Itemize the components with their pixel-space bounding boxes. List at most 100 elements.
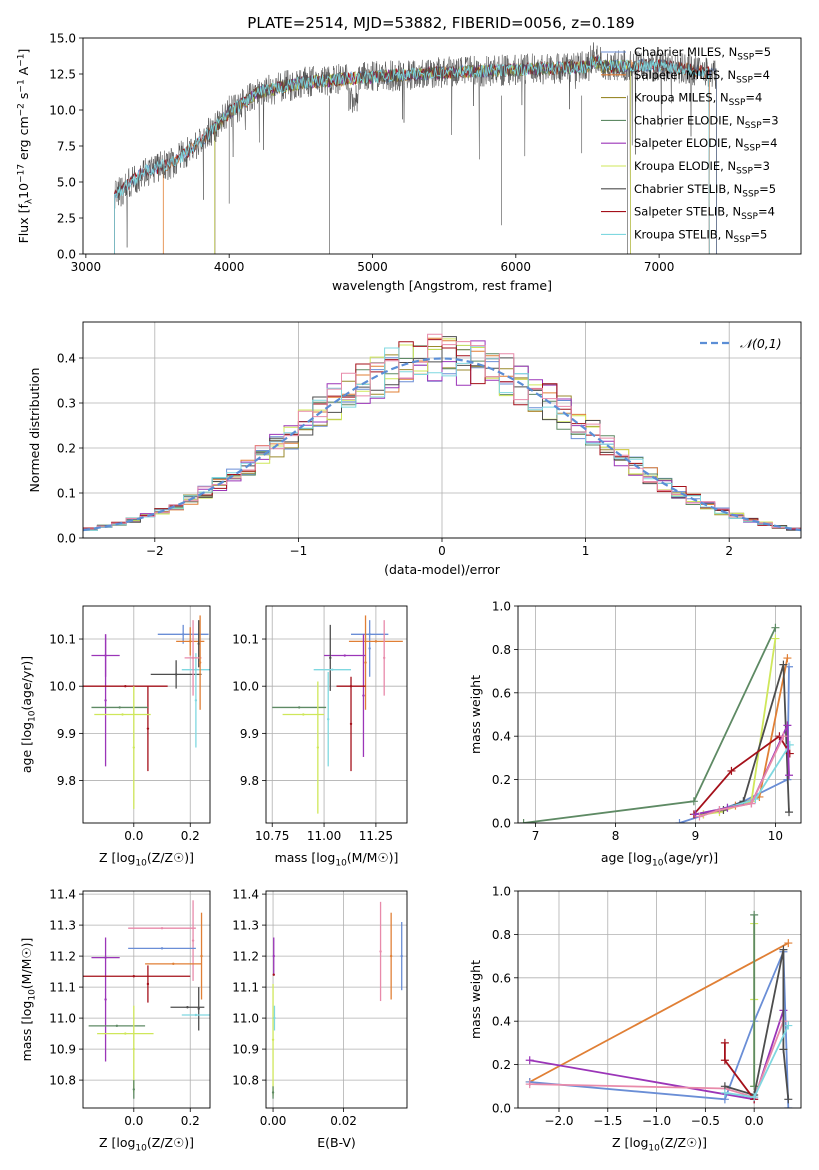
label-part: =4 (758, 205, 775, 219)
label-part: (M/M☉)] (19, 938, 34, 990)
data-point (132, 1088, 135, 1091)
label-part: (age/yr)] (663, 850, 718, 865)
label-part: log (633, 850, 652, 865)
data-marker (720, 1056, 729, 1065)
label-part: (M/M☉)] (347, 850, 399, 865)
label-part: (Z/Z☉)] (147, 1135, 194, 1150)
y-axis-label: age [log10(age/yr)] (19, 656, 38, 773)
data-marker (785, 749, 794, 758)
legend-entry: Salpeter STELIB, NSSP=4 (634, 205, 775, 223)
histogram-dark (83, 336, 801, 531)
label-part: age [ (601, 850, 633, 865)
y-tick-label: 11.3 (49, 919, 76, 933)
data-marker (715, 805, 724, 814)
plot-area (272, 615, 403, 814)
label-part: Chabrier STELIB, (634, 182, 734, 196)
data-point (200, 954, 203, 958)
label-part: Z [ (612, 1135, 629, 1150)
label-part: =5 (750, 227, 767, 241)
data-point (364, 661, 367, 664)
legend-entry: Chabrier STELIB, NSSP=5 (634, 182, 776, 200)
label-part: mass [ (19, 1020, 34, 1062)
x-tick-label: 0.0 (124, 829, 143, 843)
x-tick-label: 2 (725, 544, 733, 558)
label-part: Chabrier ELODIE, (634, 113, 736, 127)
data-marker (689, 797, 698, 806)
data-point (115, 1024, 119, 1028)
panel-mass_vs_Z: 0.0 0.210.810.911.011.111.211.311.4Z [log… (19, 888, 211, 1154)
label-part: mass weight (468, 675, 483, 754)
x-tick-label: −1 (290, 544, 308, 558)
label-part: 10 (648, 1144, 660, 1154)
label-part: =4 (753, 68, 770, 82)
label-part: 10 (16, 183, 31, 199)
legend-entry: Salpeter ELODIE, NSSP=4 (634, 136, 777, 154)
data-marker (784, 939, 793, 948)
y-tick-label: 7.5 (57, 140, 76, 154)
series-line-pink (699, 735, 785, 818)
x-tick-label: 0 (438, 544, 446, 558)
x-tick-label: −2.0 (544, 1114, 573, 1128)
y-tick-label: 2.5 (57, 212, 76, 226)
label-part: f (16, 204, 31, 209)
x-tick-label: 0.2 (181, 829, 200, 843)
label-part: N (732, 205, 741, 219)
x-axis-label: wavelength [Angstrom, rest frame] (332, 278, 552, 293)
data-marker (695, 812, 704, 821)
y-tick-label: 0.2 (57, 442, 76, 456)
x-tick-label: 8 (612, 829, 620, 843)
data-point (124, 684, 127, 688)
label-part: Salpeter ELODIE, (634, 136, 735, 150)
x-tick-label: 11.25 (359, 829, 393, 843)
y-tick-label: 11.3 (232, 919, 259, 933)
panel-age_vs_Z: 0.0 0.29.89.910.010.1Z [log10(Z/Z☉)]age [… (19, 605, 211, 869)
data-point (194, 699, 198, 702)
x-tick-label: −1.0 (642, 1114, 671, 1128)
figure-title: PLATE=2514, MJD=53882, FIBERID=0056, z=0… (247, 14, 634, 32)
data-marker (779, 660, 788, 669)
label-part: Flux [ (16, 209, 31, 244)
y-tick-label: 0.0 (492, 1102, 511, 1116)
label-part: SSP (745, 121, 762, 131)
x-tick-label: 3000 (71, 260, 102, 274)
legend: 𝒩(0,1) (700, 336, 782, 351)
x-tick-label: 4000 (214, 260, 245, 274)
y-tick-label: 11.4 (49, 888, 76, 902)
y-tick-label: 12.5 (49, 68, 76, 82)
label-part: Salpeter MILES, (634, 68, 727, 82)
label-part: N (735, 136, 744, 150)
data-marker (771, 623, 780, 632)
x-tick-label: 10 (768, 829, 783, 843)
data-point (197, 1007, 200, 1010)
y-tick-label: 5.0 (57, 176, 76, 190)
axes-frame (265, 605, 408, 824)
y-tick-label: 0.3 (57, 397, 76, 411)
label-part: λ (25, 198, 35, 204)
label-part: N (736, 113, 745, 127)
x-axis-label: Z [log10(Z/Z☉)] (612, 1135, 707, 1154)
series-line-red (693, 734, 791, 815)
label-part: (data-model)/error (384, 562, 501, 577)
y-tick-label: 0.2 (492, 773, 511, 787)
label-part: log (19, 1001, 34, 1020)
y-tick-label: 11.1 (232, 981, 259, 995)
label-part: Normed distribution (27, 368, 42, 493)
y-tick-label: 9.8 (57, 774, 76, 788)
legend-entry: Kroupa STELIB, NSSP=5 (634, 227, 767, 245)
data-point (316, 746, 320, 749)
plot-area (83, 615, 210, 809)
data-point (186, 1006, 189, 1009)
y-tick-label: 1.0 (492, 885, 511, 899)
y-tick-label: 11.0 (232, 1012, 259, 1026)
label-part: 10 (135, 1144, 147, 1154)
label-part: Chabrier MILES, (634, 45, 729, 59)
label-part: Kroupa STELIB, (634, 227, 725, 241)
legend-entry: Salpeter MILES, NSSP=4 (634, 68, 770, 86)
data-point (362, 694, 365, 697)
label-part: (age/yr)] (19, 656, 34, 711)
histogram-pink (83, 333, 801, 530)
histogram-cyan (83, 345, 801, 531)
